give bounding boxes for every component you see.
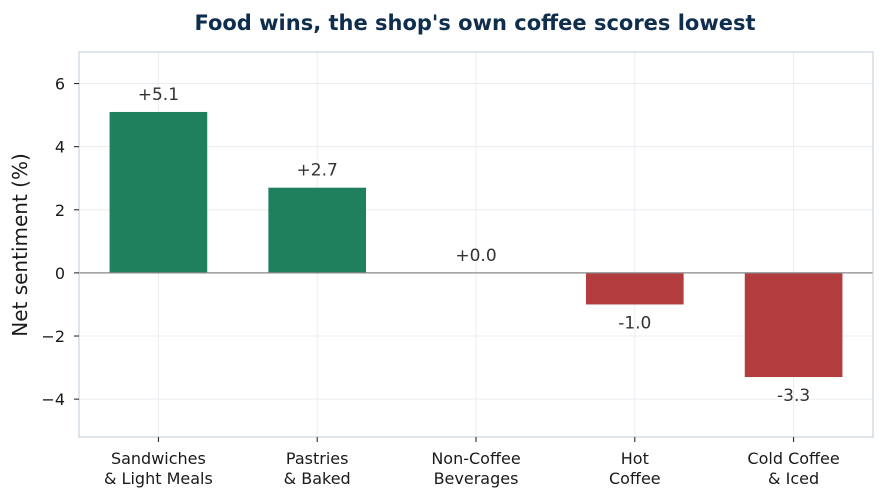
y-tick-label: 6 (55, 75, 65, 94)
x-tick-label: Beverages (434, 469, 519, 488)
data-label: +0.0 (455, 246, 496, 266)
bars-layer (109, 111, 843, 378)
data-labels: +5.1 +2.7 +0.0 -1.0 -3.3 (138, 85, 810, 406)
x-tick-label: & Baked (284, 469, 351, 488)
x-tick-label: Pastries (286, 449, 349, 468)
bar (744, 272, 843, 378)
data-label: +2.7 (297, 161, 338, 181)
y-tick-label: −4 (41, 390, 65, 409)
y-tick-label: 4 (55, 138, 65, 157)
data-label: -3.3 (777, 386, 810, 406)
x-tick-label: Coffee (609, 469, 661, 488)
x-tick-label: Non-Coffee (431, 449, 520, 468)
bar (585, 272, 684, 305)
x-tick-label: & Iced (768, 469, 819, 488)
y-tick-label: 2 (55, 201, 65, 220)
y-tick-label: 0 (55, 264, 65, 283)
x-tick-label: Cold Coffee (747, 449, 839, 468)
data-label: +5.1 (138, 85, 179, 105)
bar (109, 111, 208, 273)
y-tick-label: −2 (41, 327, 65, 346)
x-tick-label: Hot (621, 449, 649, 468)
data-label: -1.0 (618, 313, 651, 333)
bar (268, 187, 367, 273)
x-tick-label: & Light Meals (104, 469, 213, 488)
chart-title: Food wins, the shop's own coffee scores … (194, 11, 755, 35)
x-tick-label: Sandwiches (111, 449, 206, 468)
y-axis: 6 4 2 0 −2 −4 (41, 75, 79, 409)
x-axis: Sandwiches& Light Meals Pastries& Baked No… (104, 437, 840, 488)
y-axis-label: Net sentiment (%) (8, 153, 32, 337)
